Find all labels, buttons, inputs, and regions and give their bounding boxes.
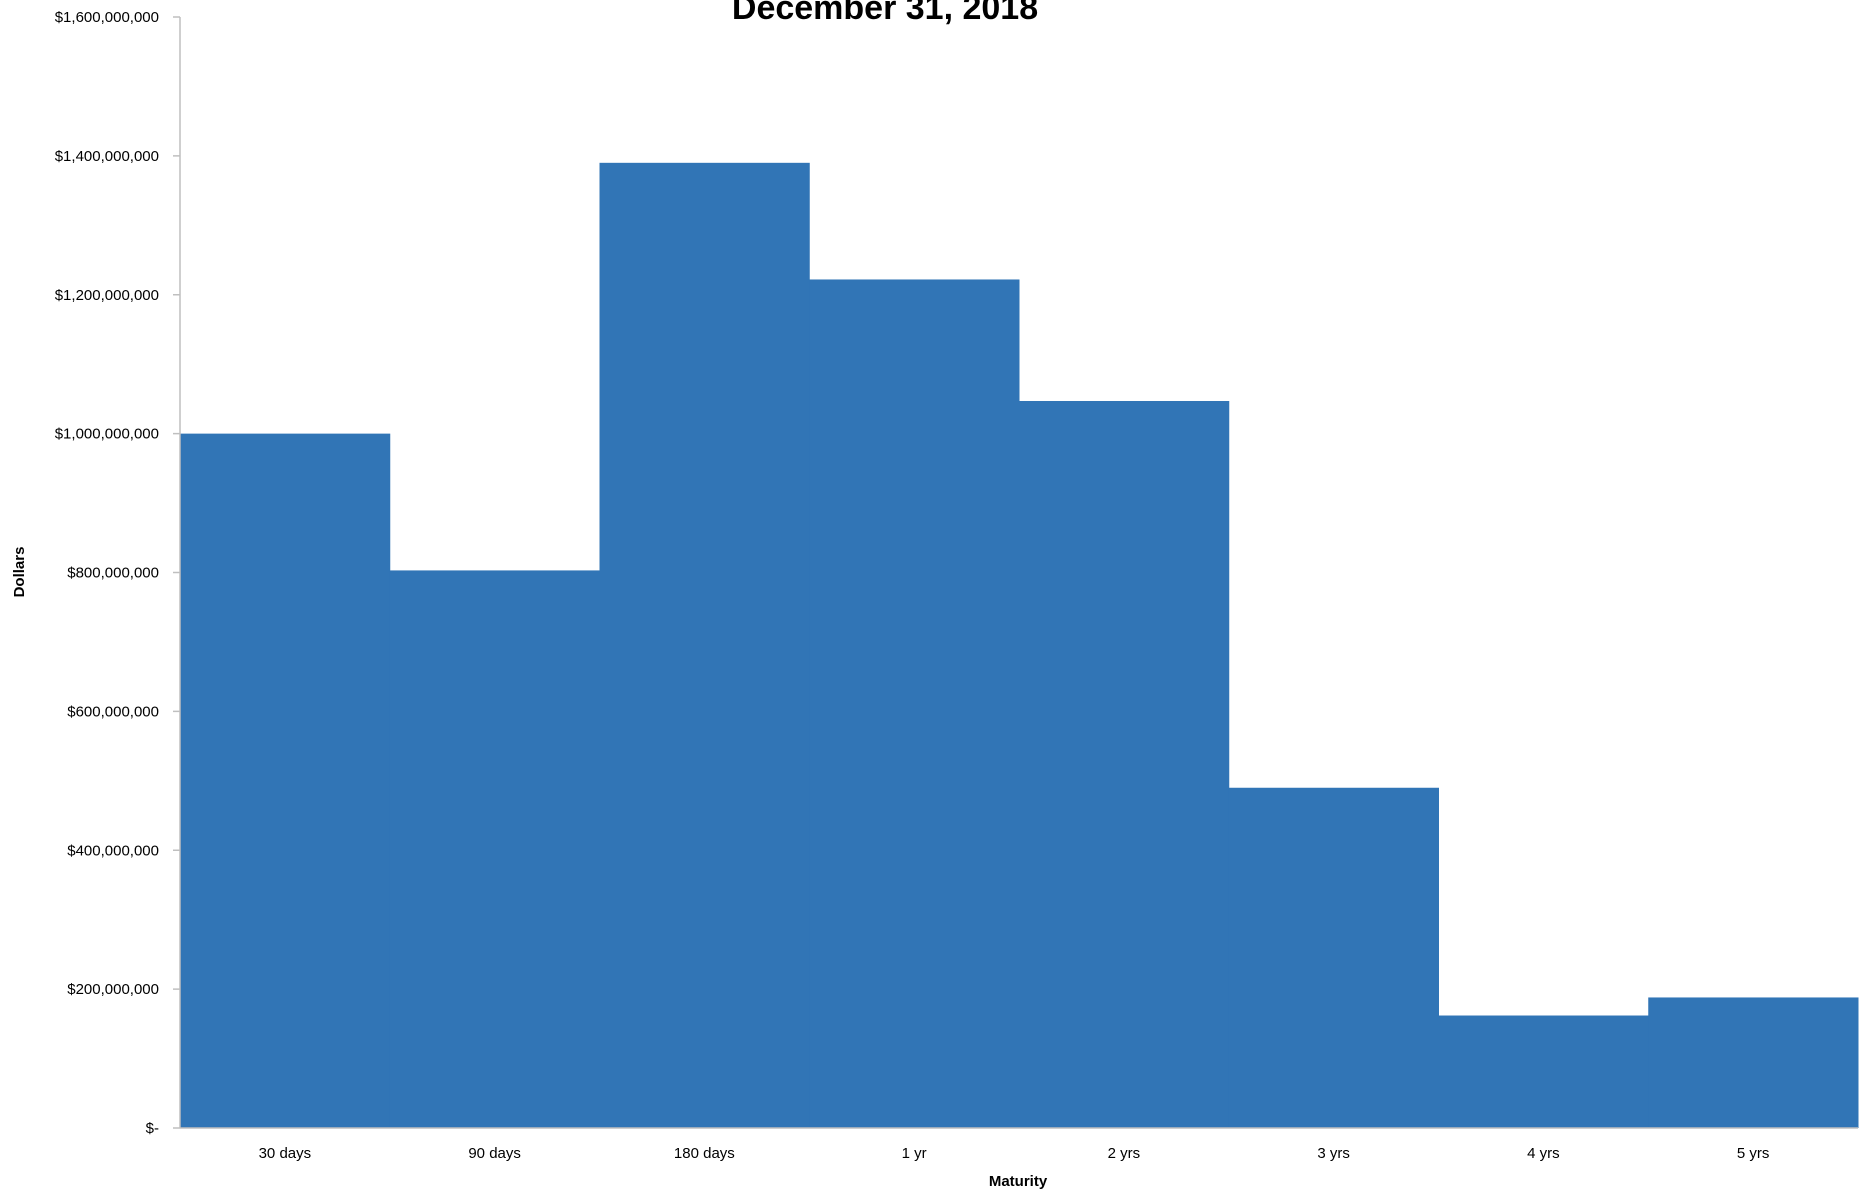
x-tick-label: 1 yr	[902, 1145, 927, 1162]
y-tick-label: $1,600,000,000	[55, 9, 159, 26]
bar-90-days	[389, 570, 600, 1128]
x-tick-label: 3 yrs	[1317, 1145, 1350, 1162]
bar-2-yrs	[1019, 400, 1230, 1128]
bar-3-yrs	[1228, 787, 1439, 1128]
y-axis-ticks: $- $200,000,000 $400,000,000 $600,000,000 $8…	[55, 9, 180, 1137]
x-tick-label: 30 days	[259, 1145, 312, 1162]
x-tick-label: 90 days	[468, 1145, 521, 1162]
x-tick-label: 5 yrs	[1737, 1145, 1770, 1162]
y-tick-label: $1,400,000,000	[55, 148, 159, 165]
bar-5-yrs	[1648, 997, 1859, 1128]
y-tick-label: $400,000,000	[67, 842, 159, 859]
y-tick-label: $600,000,000	[67, 703, 159, 720]
x-tick-label: 4 yrs	[1527, 1145, 1560, 1162]
y-tick-label: $1,200,000,000	[55, 287, 159, 304]
y-tick-label: $1,000,000,000	[55, 426, 159, 443]
x-axis-ticks: 30 days 90 days 180 days 1 yr 2 yrs 3 yrs 4 yr…	[259, 1145, 1770, 1162]
bars	[180, 162, 1859, 1129]
x-tick-label: 2 yrs	[1108, 1145, 1141, 1162]
y-tick-label: $800,000,000	[67, 565, 159, 582]
bar-1-yr	[809, 279, 1020, 1128]
chart-title: December 31, 2018	[732, 0, 1038, 27]
y-axis-title: Dollars	[11, 547, 28, 598]
y-tick-label: $200,000,000	[67, 981, 159, 998]
y-tick-label: $-	[146, 1120, 159, 1137]
bar-4-yrs	[1438, 1015, 1649, 1128]
x-axis-title: Maturity	[989, 1173, 1048, 1190]
x-tick-label: 180 days	[674, 1145, 735, 1162]
bar-30-days	[180, 433, 391, 1128]
bar-180-days	[599, 162, 810, 1129]
